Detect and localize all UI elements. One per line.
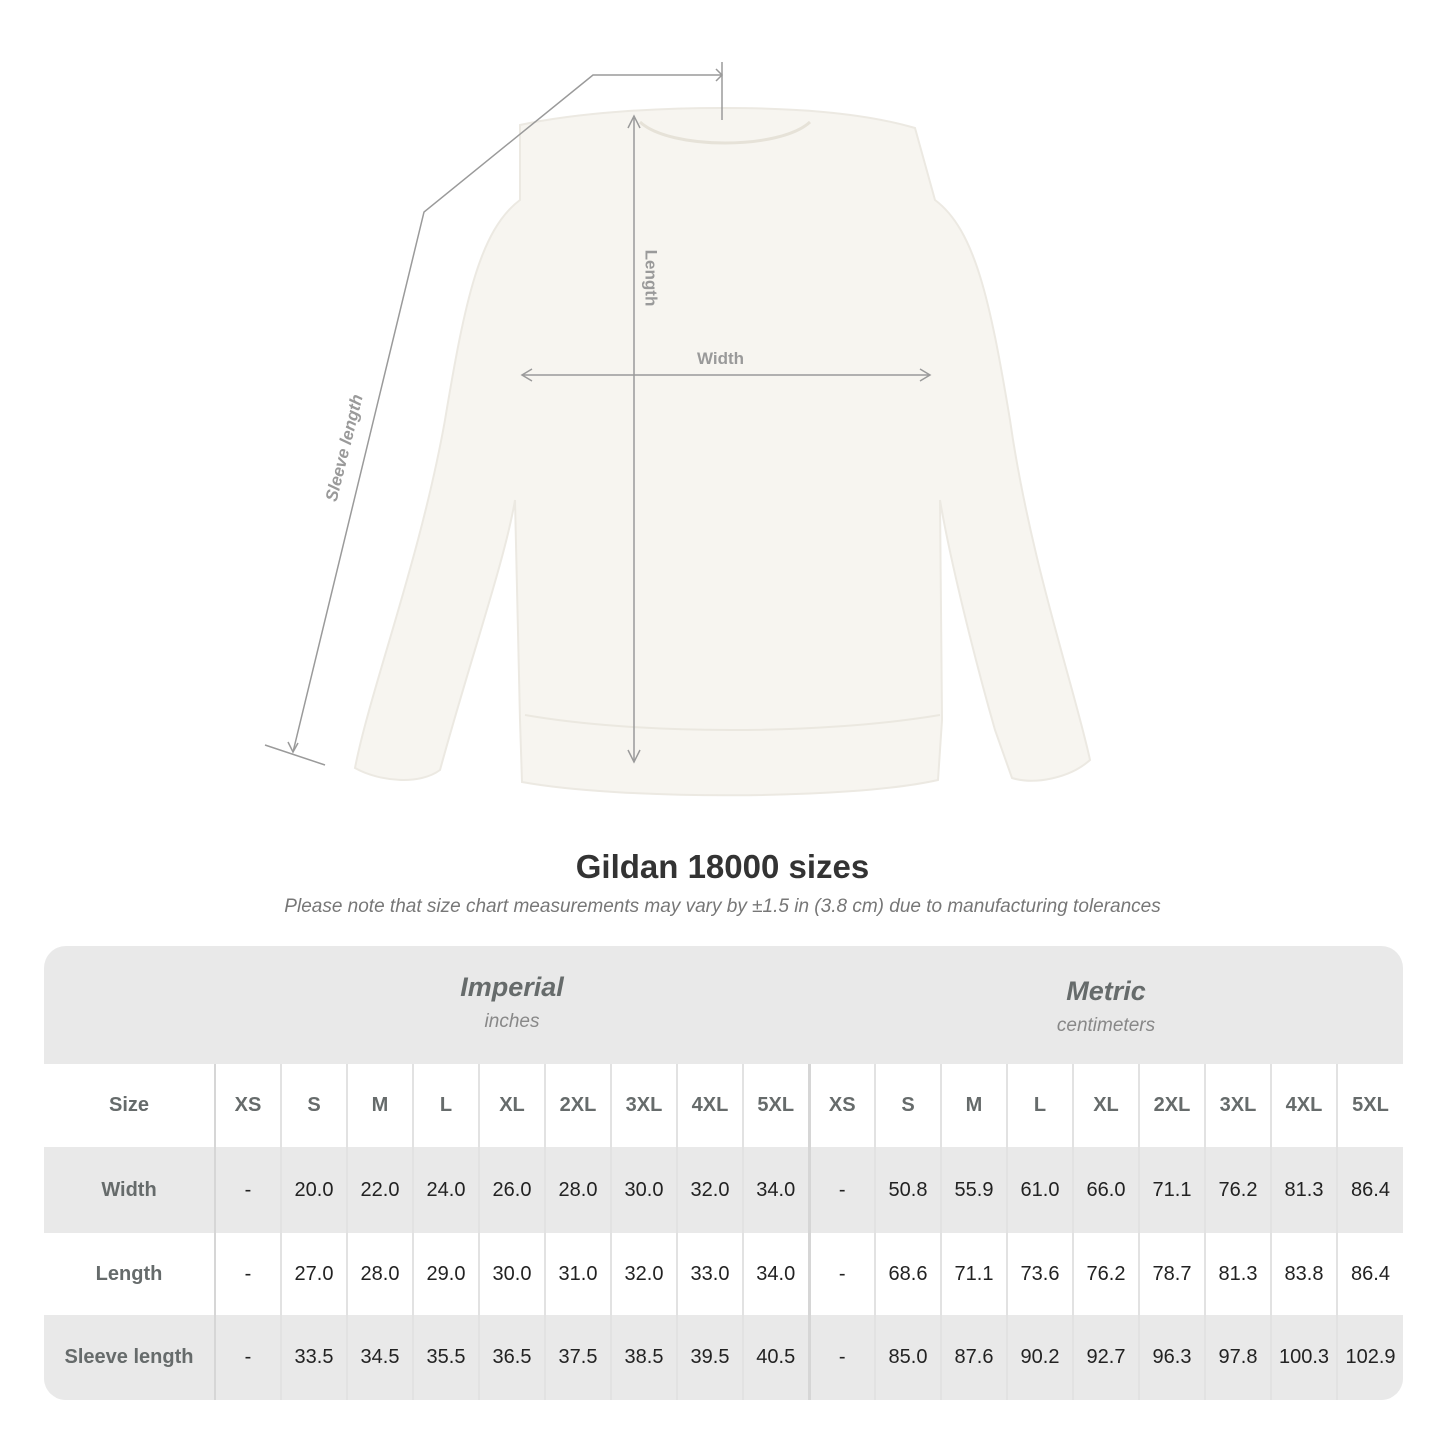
sweatshirt-illustration <box>353 106 1092 797</box>
imperial-value-cell: 40.5 <box>742 1315 809 1400</box>
imperial-value-cell: 38.5 <box>610 1315 677 1400</box>
row-label: Width <box>44 1147 216 1233</box>
imperial-value-cell: 27.0 <box>280 1233 347 1315</box>
imperial-value-cell: - <box>214 1315 281 1400</box>
imperial-value-cell: 30.0 <box>478 1233 545 1315</box>
metric-value-cell: - <box>807 1315 875 1400</box>
metric-value-cell: 83.8 <box>1270 1233 1337 1315</box>
imperial-value-cell: 39.5 <box>676 1315 743 1400</box>
size-label: Size <box>44 1064 216 1147</box>
imperial-value-cell: 32.0 <box>610 1233 677 1315</box>
metric-size-header: 2XL <box>1138 1064 1205 1147</box>
imperial-value-cell: - <box>214 1233 281 1315</box>
imperial-value-cell: 28.0 <box>544 1147 611 1233</box>
metric-value-cell: - <box>807 1233 875 1315</box>
imperial-value-cell: 30.0 <box>610 1147 677 1233</box>
tolerance-note: Please note that size chart measurements… <box>284 896 1161 917</box>
imperial-size-header: 3XL <box>610 1064 677 1147</box>
metric-value-cell: 78.7 <box>1138 1233 1205 1315</box>
metric-value-cell: 71.1 <box>1138 1147 1205 1233</box>
length-label: Length <box>641 249 661 307</box>
size-header-row: Size XS S M L XL 2XL 3XL 4XL 5XL XS S M L XL 2XL 3XL 4XL 5… <box>44 1064 1403 1147</box>
width-label: Width <box>697 349 745 368</box>
metric-value-cell: 97.8 <box>1204 1315 1271 1400</box>
metric-value-cell: 92.7 <box>1072 1315 1139 1400</box>
size-table: Size XS S M L XL 2XL 3XL 4XL 5XL XS S M L XL 2XL 3XL 4XL 5… <box>44 1064 1403 1400</box>
metric-size-header: 4XL <box>1270 1064 1337 1147</box>
metric-size-header: M <box>940 1064 1007 1147</box>
sweatshirt-diagram <box>264 62 1092 797</box>
imperial-value-cell: 31.0 <box>544 1233 611 1315</box>
page-title: Gildan 18000 sizes <box>575 848 870 885</box>
imperial-value-cell: 33.0 <box>676 1233 743 1315</box>
imperial-title: Imperial <box>460 972 564 1002</box>
imperial-value-cell: 20.0 <box>280 1147 347 1233</box>
imperial-unit: inches <box>484 1011 540 1032</box>
imperial-size-header: M <box>346 1064 413 1147</box>
table-row: Length -27.0 28.0 29.0 30.0 31.0 32.0 33.0 34.0-… <box>44 1233 1403 1315</box>
metric-value-cell: 86.4 <box>1336 1233 1403 1315</box>
metric-size-header: XS <box>807 1064 875 1147</box>
metric-size-header: XL <box>1072 1064 1139 1147</box>
metric-value-cell: 96.3 <box>1138 1315 1205 1400</box>
imperial-value-cell: 24.0 <box>412 1147 479 1233</box>
imperial-size-header: 4XL <box>676 1064 743 1147</box>
imperial-value-cell: 26.0 <box>478 1147 545 1233</box>
imperial-value-cell: 33.5 <box>280 1315 347 1400</box>
sleeve-bottom-tick <box>264 744 326 766</box>
sleeve-length-line <box>292 74 722 753</box>
row-label: Sleeve length <box>44 1315 216 1400</box>
imperial-value-cell: 35.5 <box>412 1315 479 1400</box>
imperial-value-cell: 34.0 <box>742 1233 809 1315</box>
metric-value-cell: 102.9 <box>1336 1315 1403 1400</box>
metric-size-header: 3XL <box>1204 1064 1271 1147</box>
metric-value-cell: 50.8 <box>874 1147 941 1233</box>
metric-value-cell: - <box>807 1147 875 1233</box>
imperial-value-cell: 32.0 <box>676 1147 743 1233</box>
metric-value-cell: 66.0 <box>1072 1147 1139 1233</box>
metric-value-cell: 55.9 <box>940 1147 1007 1233</box>
metric-unit: centimeters <box>1056 1015 1156 1036</box>
metric-value-cell: 87.6 <box>940 1315 1007 1400</box>
metric-value-cell: 100.3 <box>1270 1315 1337 1400</box>
imperial-value-cell: 28.0 <box>346 1233 413 1315</box>
table-row: Width -20.0 22.0 24.0 26.0 28.0 30.0 32.0 34.0-5… <box>44 1147 1403 1233</box>
imperial-header: Imperial inches <box>215 946 809 1064</box>
metric-value-cell: 81.3 <box>1270 1147 1337 1233</box>
imperial-value-cell: 34.5 <box>346 1315 413 1400</box>
imperial-size-header: S <box>280 1064 347 1147</box>
row-label: Length <box>44 1233 216 1315</box>
metric-value-cell: 71.1 <box>940 1233 1007 1315</box>
metric-value-cell: 90.2 <box>1006 1315 1073 1400</box>
metric-value-cell: 61.0 <box>1006 1147 1073 1233</box>
metric-value-cell: 81.3 <box>1204 1233 1271 1315</box>
metric-value-cell: 85.0 <box>874 1315 941 1400</box>
size-chart: Imperial inches Metric centimeters Size X… <box>44 946 1403 1400</box>
imperial-size-header: 5XL <box>742 1064 809 1147</box>
metric-size-header: 5XL <box>1336 1064 1403 1147</box>
imperial-size-header: 2XL <box>544 1064 611 1147</box>
imperial-value-cell: 22.0 <box>346 1147 413 1233</box>
metric-size-header: S <box>874 1064 941 1147</box>
metric-header: Metric centimeters <box>809 946 1403 1064</box>
imperial-value-cell: 29.0 <box>412 1233 479 1315</box>
imperial-value-cell: 34.0 <box>742 1147 809 1233</box>
metric-value-cell: 76.2 <box>1072 1233 1139 1315</box>
imperial-size-header: XS <box>214 1064 281 1147</box>
table-row: Sleeve length -33.5 34.5 35.5 36.5 37.5 38.5 39… <box>44 1315 1403 1400</box>
metric-value-cell: 86.4 <box>1336 1147 1403 1233</box>
metric-value-cell: 73.6 <box>1006 1233 1073 1315</box>
imperial-value-cell: 36.5 <box>478 1315 545 1400</box>
imperial-value-cell: - <box>214 1147 281 1233</box>
metric-size-header: L <box>1006 1064 1073 1147</box>
metric-value-cell: 76.2 <box>1204 1147 1271 1233</box>
imperial-size-header: XL <box>478 1064 545 1147</box>
metric-title: Metric <box>1066 976 1146 1006</box>
metric-value-cell: 68.6 <box>874 1233 941 1315</box>
imperial-value-cell: 37.5 <box>544 1315 611 1400</box>
imperial-size-header: L <box>412 1064 479 1147</box>
